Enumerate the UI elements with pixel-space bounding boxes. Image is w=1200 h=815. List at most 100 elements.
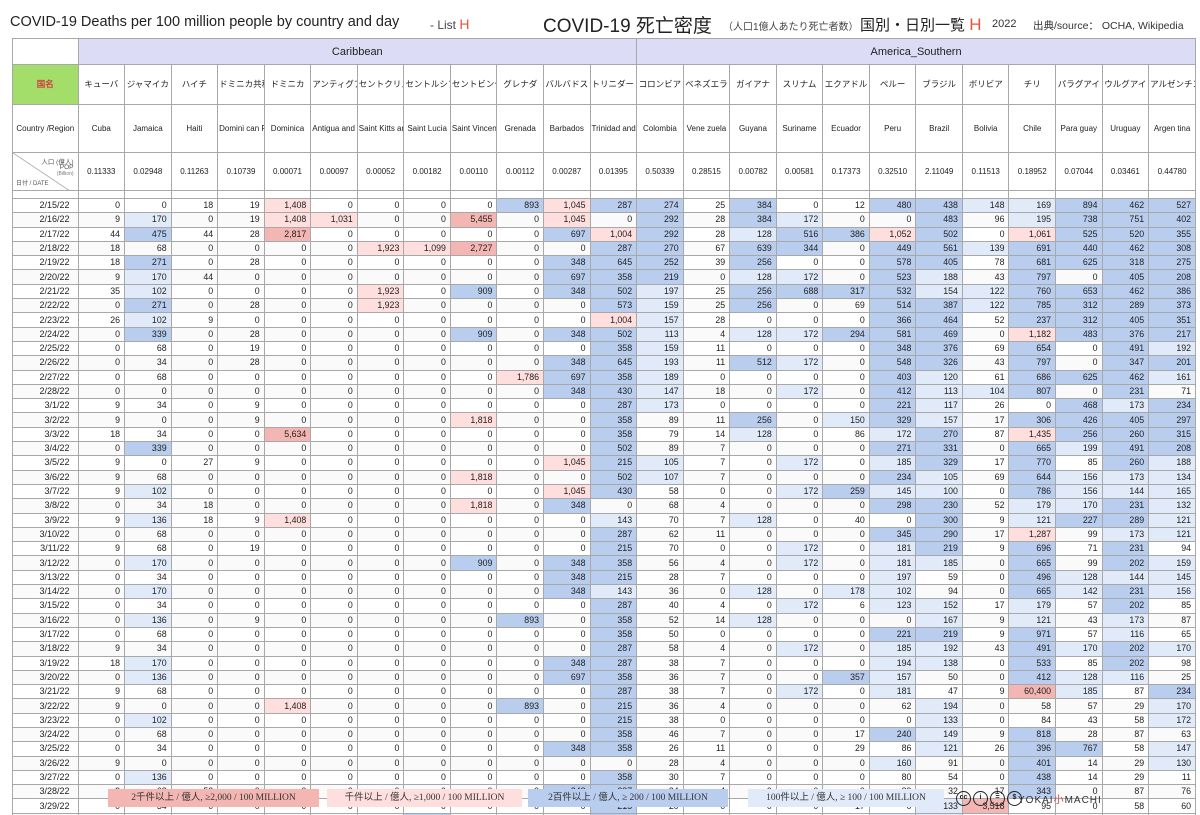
death-density-cell: 179 (1008, 498, 1057, 514)
death-density-cell: 70 (636, 512, 684, 528)
death-density-cell: 102 (124, 712, 172, 728)
death-density-cell: 345 (868, 526, 917, 543)
death-density-cell: 0 (1008, 398, 1057, 414)
death-density-cell: 0 (822, 755, 870, 771)
death-density-cell: 181 (868, 555, 917, 571)
death-density-cell: 58 (636, 483, 684, 500)
death-density-cell: 767 (1055, 741, 1103, 757)
death-density-cell: 0 (403, 469, 451, 485)
death-density-cell: 159 (636, 340, 684, 357)
death-density-cell: 9 (961, 541, 1010, 557)
death-density-cell: 0 (775, 698, 824, 714)
death-density-cell: 87 (1101, 726, 1150, 743)
country-name-jp: パラグアイ (1055, 64, 1103, 105)
death-density-cell: 491 (1008, 641, 1057, 657)
death-density-cell: 113 (915, 383, 963, 400)
death-density-cell: 62 (636, 526, 684, 543)
death-density-cell: 52 (961, 312, 1010, 328)
population-row: 人口 (億人) POP (Billion) 日付 / DATE 0.11333 0… (12, 152, 1196, 191)
death-density-cell: 161 (1148, 369, 1196, 385)
death-density-cell: 172 (775, 269, 824, 285)
nd-icon: = (990, 790, 1005, 806)
death-density-cell: 59 (915, 569, 963, 586)
table-row: 3/21/22 9 68 0 0 0 0 0 0 0 0 0 287 38 7 0 172 0 181 47 9 60,4… (12, 684, 1196, 700)
death-density-cell: 0 (310, 197, 358, 214)
death-density-cell: 195 (1008, 212, 1057, 228)
death-density-cell: 9 (77, 483, 126, 500)
death-density-cell: 128 (1055, 569, 1103, 586)
death-density-cell: 68 (636, 498, 684, 514)
death-density-cell: 185 (868, 641, 917, 657)
death-density-cell: 0 (170, 541, 219, 557)
death-density-cell: 0 (310, 398, 358, 414)
death-density-cell: 0 (310, 684, 358, 700)
death-density-cell: 0 (403, 755, 451, 771)
country-name-en: Antigua and Barbuda (310, 104, 358, 153)
yokai-machi-logo: YOKAI小MACHI (1018, 795, 1102, 806)
death-density-cell: 172 (775, 383, 824, 400)
death-density-cell: 0 (77, 526, 126, 543)
table-row: 3/4/22 0 339 0 0 0 0 0 0 0 0 0 502 89 7 0 0 0 271 331 0 665 19… (12, 441, 1196, 457)
country-population: 0.00782 (729, 152, 777, 191)
death-density-cell: 0 (496, 383, 544, 400)
country-name-en: Trinidad and Tobago (589, 104, 638, 153)
death-density-cell: 348 (542, 283, 591, 300)
death-density-cell: 68 (124, 726, 172, 743)
death-density-cell: 0 (263, 283, 312, 300)
death-density-cell: 0 (403, 383, 451, 400)
death-density-cell: 0 (775, 726, 824, 743)
table-row: 3/15/22 0 34 0 0 0 0 0 0 0 0 0 287 40 4 0 172 6 123 152 17 17… (12, 598, 1196, 614)
death-density-cell: 0 (356, 612, 405, 628)
death-density-cell: 0 (170, 383, 219, 400)
death-density-cell: 99 (1055, 555, 1103, 571)
death-density-cell: 0 (682, 584, 731, 600)
death-density-cell: 894 (1055, 197, 1103, 214)
death-density-cell: 0 (961, 655, 1010, 671)
death-density-cell: 0 (356, 569, 405, 586)
death-density-cell: 0 (310, 569, 358, 586)
death-density-cell: 4 (682, 498, 731, 514)
death-density-cell: 0 (310, 441, 358, 457)
death-density-cell: 0 (170, 426, 219, 443)
death-density-cell: 0 (961, 483, 1010, 500)
table-row: 2/28/22 0 0 0 0 0 0 0 0 0 0 348 430 147 18 0 172 0 412 113 1… (12, 383, 1196, 400)
death-density-cell: 89 (636, 412, 684, 428)
death-density-cell: 11 (682, 741, 731, 757)
country-name-en: Dominica (263, 104, 312, 153)
table-row: 3/24/22 0 68 0 0 0 0 0 0 0 0 0 358 46 7 0 0 17 240 149 9 818 2… (12, 726, 1196, 743)
death-density-cell: 0 (496, 340, 544, 357)
death-density-cell: 0 (217, 469, 265, 485)
country-name-jp: キューバ (77, 64, 126, 105)
death-density-cell: 0 (310, 226, 358, 242)
table-row: 2/20/22 9 170 44 0 0 0 0 0 0 0 697 358 219 0 128 172 0 523… (12, 269, 1196, 285)
death-density-cell: 0 (217, 426, 265, 443)
death-density-cell: 52 (961, 498, 1010, 514)
death-density-cell: 0 (310, 255, 358, 271)
death-density-cell: 0 (263, 712, 312, 728)
death-density-cell: 0 (170, 326, 219, 342)
death-density-cell: 0 (356, 212, 405, 228)
death-density-cell: 148 (961, 197, 1010, 214)
death-density-cell: 68 (124, 469, 172, 485)
country-name-en: Colombia (636, 104, 684, 153)
death-density-cell: 0 (822, 769, 870, 786)
death-density-cell: 0 (217, 769, 265, 786)
table-row: 3/10/22 0 68 0 0 0 0 0 0 0 0 0 287 62 11 0 0 0 345 290 17 1,2… (12, 526, 1196, 543)
country-population: 0.28515 (682, 152, 731, 191)
death-density-cell: 1,004 (589, 312, 638, 328)
row-date: 3/13/22 (12, 569, 79, 586)
death-density-cell: 0 (170, 626, 219, 643)
death-density-cell: 4 (682, 598, 731, 614)
death-density-cell: 0 (729, 541, 777, 557)
death-density-cell: 0 (356, 197, 405, 214)
death-density-cell: 0 (77, 340, 126, 357)
death-density-cell: 270 (636, 240, 684, 257)
death-density-cell: 0 (775, 369, 824, 385)
death-density-cell: 0 (217, 383, 265, 400)
death-density-cell: 99 (1055, 526, 1103, 543)
death-density-cell: 0 (1055, 340, 1103, 357)
death-density-cell: 202 (1101, 598, 1150, 614)
country-name-jp: ボリビア (961, 64, 1010, 105)
death-density-cell: 256 (729, 412, 777, 428)
license-icons: cc i = $ (956, 789, 1022, 807)
